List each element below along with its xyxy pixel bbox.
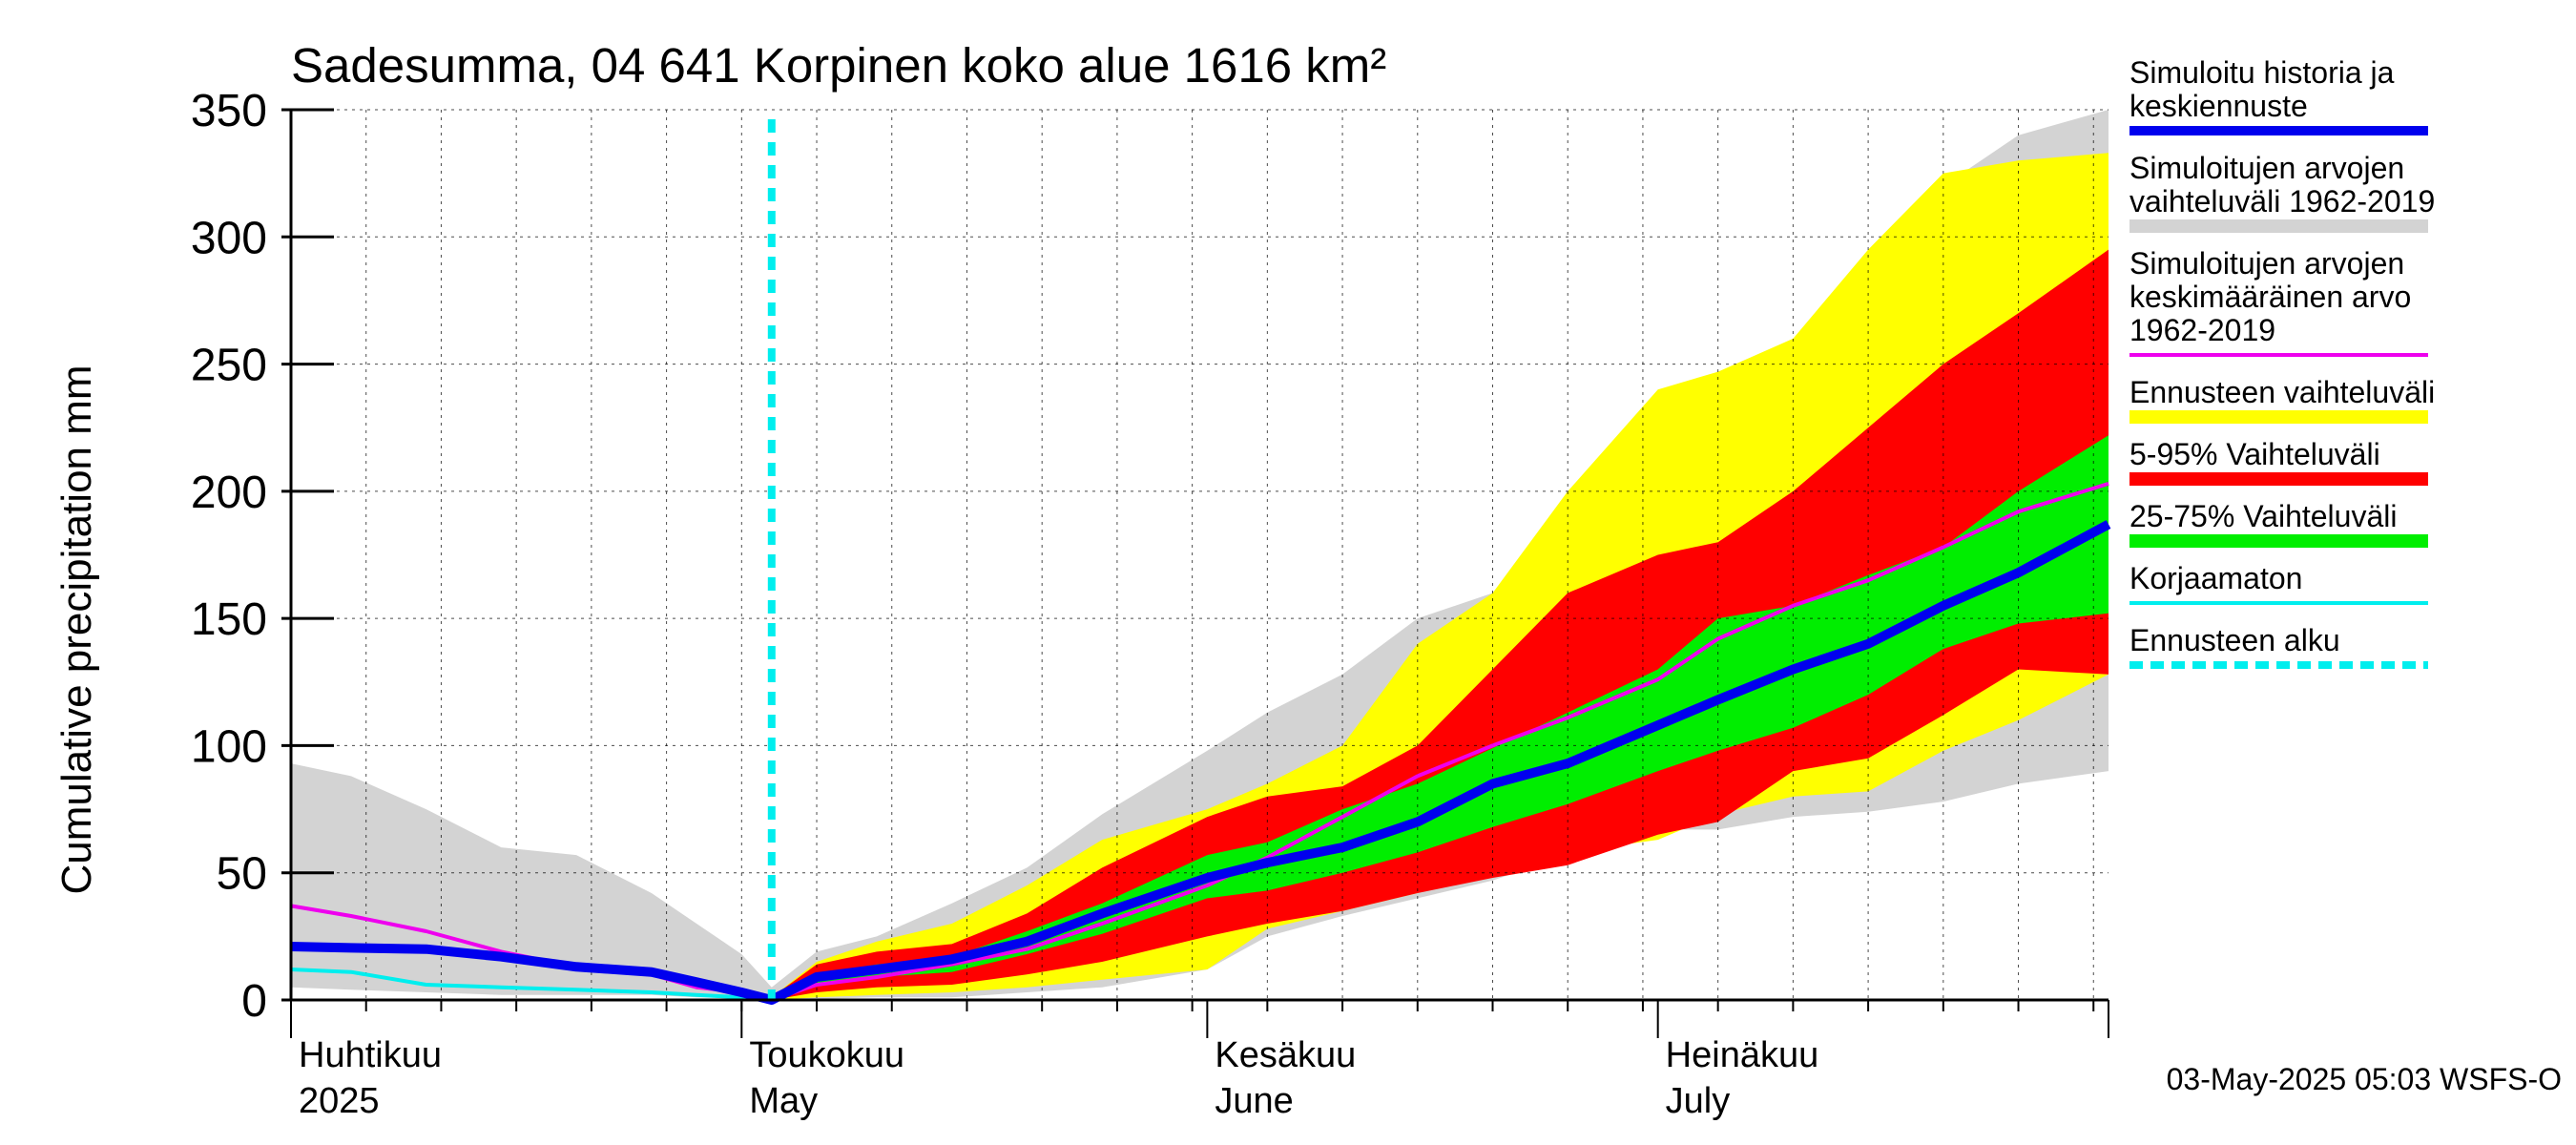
legend-label: Simuloitujen arvojen [2129,151,2404,185]
legend-label: keskiennuste [2129,89,2308,123]
y-tick-label: 100 [191,721,267,772]
plot-axes: 0 50 100 150 200 250 300 350 Huhtikuu 2025 Toukoku… [191,86,2109,1121]
legend-label: Ennusteen vaihteluväli [2129,375,2435,409]
legend-label: 1962-2019 [2129,313,2275,347]
x-month-sublabel: 2025 [299,1081,380,1121]
legend-label: 25-75% Vaihteluväli [2129,499,2397,533]
x-month-label: Huhtikuu [299,1035,442,1075]
x-month-label: Toukokuu [749,1035,904,1075]
legend-label: Ennusteen alku [2129,623,2340,657]
chart-title: Sadesumma, 04 641 Korpinen koko alue 161… [291,38,1386,93]
legend-label: vaihteluväli 1962-2019 [2129,184,2435,219]
plot-bands [291,110,2109,1001]
legend-label: Simuloitu historia ja [2129,55,2395,90]
footer-timestamp: 03-May-2025 05:03 WSFS-O [2167,1062,2562,1096]
x-month-label: Heinäkuu [1666,1035,1819,1075]
y-axis-label: Cumulative precipitation mm [53,364,100,894]
y-tick-label: 350 [191,86,267,136]
line-uncorrected [290,968,772,1002]
x-month-sublabel: May [749,1081,818,1121]
y-tick-label: 300 [191,213,267,263]
legend-label: Korjaamaton [2129,561,2302,595]
y-tick-label: 250 [191,341,267,391]
y-tick-label: 0 [241,976,267,1027]
legend-label: 5-95% Vaihteluväli [2129,437,2380,471]
x-month-sublabel: June [1215,1081,1293,1121]
plot-grid [290,109,2109,1001]
line-history-forecast-mean [290,520,2111,1005]
legend-label: keskimääräinen arvo [2129,280,2411,314]
y-tick-label: 50 [217,849,267,900]
y-tick-label: 150 [191,594,267,645]
x-month-label: Kesäkuu [1215,1035,1356,1075]
legend-label: Simuloitujen arvojen [2129,246,2404,281]
x-month-sublabel: July [1666,1081,1731,1121]
y-tick-label: 200 [191,468,267,518]
band-forecast-range [771,153,2109,1001]
plot-lines [290,119,2111,1005]
